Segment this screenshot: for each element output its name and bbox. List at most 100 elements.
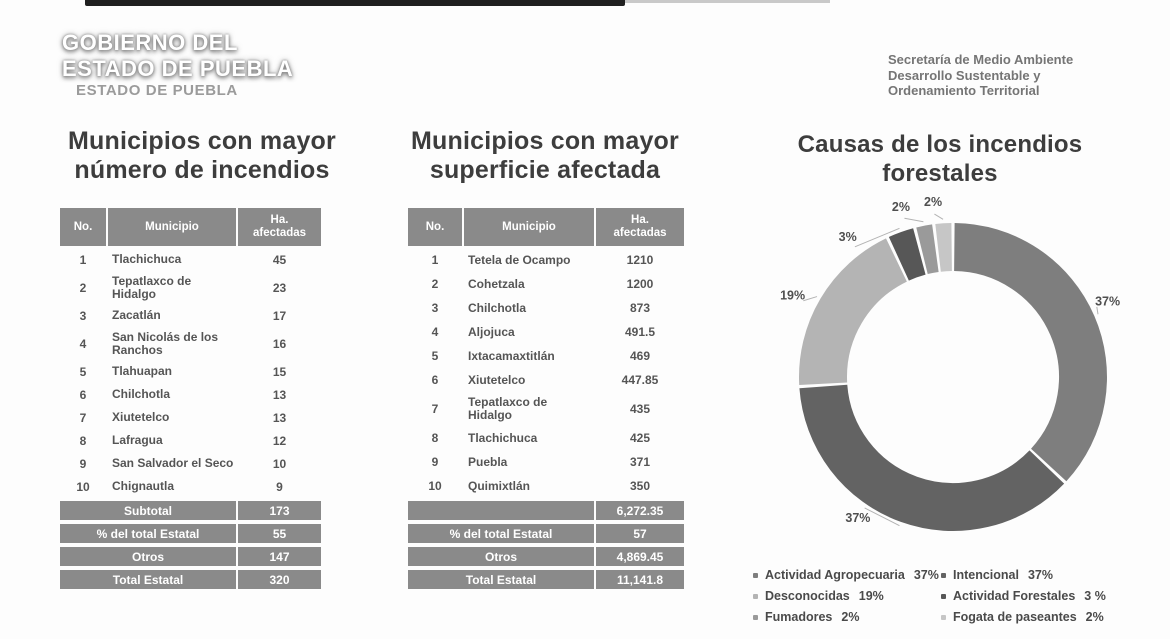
municipio-cell: Tetela de Ocampo <box>468 252 571 267</box>
municipio-cell: Tlachichuca <box>468 430 538 445</box>
municipio-cell: San Salvador el Seco <box>112 456 234 470</box>
table2-body: 1 Tetela de Ocampo 1210 2 Cohetzala 1200 3 Chil… <box>408 248 684 498</box>
table-row: 3 Zacatlán 17 <box>60 304 321 327</box>
ha-value-cell: 15 <box>272 364 287 379</box>
chart-legend: Actividad Agropecuaria 37% Desconocidas 19%… <box>753 568 1161 624</box>
secretaria-line2: Desarrollo Sustentable y <box>888 67 1041 83</box>
table2-title-line2: superficie afectada <box>429 156 661 184</box>
footer-label-cell: % del total Estatal <box>408 524 594 543</box>
legend-item: Fumadores 2% <box>753 610 941 624</box>
logo-line3: ESTADO DE PUEBLA <box>76 82 238 99</box>
municipio-cell: Chignautla <box>112 479 174 493</box>
municipio-cell: Xiutetelco <box>468 372 526 387</box>
donut-percentage-label: 2% <box>892 200 910 214</box>
row-number-cell: 4 <box>431 325 439 339</box>
donut-segment-4 <box>916 224 939 275</box>
municipio-cell: Ixtacamaxtitlán <box>468 348 555 363</box>
legend-column: Actividad Agropecuaria 37% Desconocidas 19%… <box>753 568 941 624</box>
logo-line1: GOBIERNO DEL <box>62 30 238 55</box>
footer-label-cell: Subtotal <box>60 501 236 520</box>
legend-column: Intencional 37% Actividad Forestales 3 % Fog… <box>941 568 1161 624</box>
row-number-cell: 10 <box>76 479 90 494</box>
footer-row: Total Estatal 320 <box>60 570 321 589</box>
donut-svg: 37% 37% 19% 3% 2% 2% <box>780 195 1120 531</box>
gobierno-puebla-logo: GOBIERNO DEL ESTADO DE PUEBLA ESTADO DE … <box>62 30 293 100</box>
fire-causes-donut-chart: 37% 37% 19% 3% 2% 2% <box>745 190 1165 570</box>
municipio-cell: Puebla <box>468 454 508 469</box>
municipio-cell: Zacatlán <box>112 308 161 322</box>
ha-value-cell: 491.5 <box>624 325 656 339</box>
table1-header-no: No. <box>60 208 106 246</box>
table1-title-line2: número de incendios <box>74 156 330 184</box>
donut-percentage-label: 3% <box>839 230 857 244</box>
ha-value-cell: 13 <box>272 410 287 425</box>
footer-row: % del total Estatal 57 <box>408 524 684 543</box>
table-row: 8 Tlachichuca 425 <box>408 426 684 450</box>
footer-row: Total Estatal 11,141.8 <box>408 570 684 589</box>
table-row: 9 Puebla 371 <box>408 450 684 474</box>
donut-segment-2 <box>799 238 908 386</box>
legend-percentage: 3 % <box>1084 589 1106 603</box>
footer-value-cell: 6,272.35 <box>596 501 684 520</box>
table1-title: Municipios con mayor número de incendios <box>52 127 352 185</box>
table2-header-row: No. Municipio Ha. afectadas <box>408 208 684 246</box>
legend-percentage: 37% <box>1027 568 1054 582</box>
table-row: 4 San Nicolás de los Ranchos 16 <box>60 327 321 360</box>
legend-percentage: 2% <box>1085 610 1104 624</box>
table-row: 5 Ixtacamaxtitlán 469 <box>408 344 684 368</box>
legend-percentage: 37% <box>913 568 939 582</box>
municipio-cell: Aljojuca <box>468 324 515 339</box>
secretaria-text: Secretaría de Medio Ambiente Desarrollo … <box>888 52 1073 99</box>
table-row: 2 Cohetzala 1200 <box>408 272 684 296</box>
ha-value-cell: 12 <box>272 433 287 448</box>
table1-header-municipio: Municipio <box>108 208 236 246</box>
label-leader-line <box>904 217 924 223</box>
table-row: 6 Chilchotla 13 <box>60 383 321 406</box>
row-number-cell: 3 <box>431 301 439 315</box>
table-row: 5 Tlahuapan 15 <box>60 360 321 383</box>
legend-item: Intencional 37% <box>941 568 1161 582</box>
table-row: 10 Chignautla 9 <box>60 475 321 498</box>
ha-value-cell: 17 <box>272 308 287 323</box>
donut-segment-1 <box>799 384 1065 531</box>
footer-value-cell: 147 <box>238 547 321 566</box>
table-row: 4 Aljojuca 491.5 <box>408 320 684 344</box>
row-number-cell: 9 <box>431 455 439 469</box>
table2-header-ha: Ha. afectadas <box>596 208 684 246</box>
ha-value-cell: 469 <box>629 349 651 363</box>
footer-row: % del total Estatal 55 <box>60 524 321 543</box>
legend-item: Actividad Agropecuaria 37% <box>753 568 941 582</box>
ha-value-cell: 447.85 <box>621 373 659 387</box>
table2-header-municipio: Municipio <box>464 208 594 246</box>
label-leader-line <box>864 507 900 527</box>
ha-value-cell: 371 <box>629 455 651 469</box>
table2-footer: 6,272.35% del total Estatal 57 Otros 4,869.… <box>408 501 684 589</box>
footer-label-cell <box>408 501 594 520</box>
municipio-cell: Quimixtlán <box>468 478 531 493</box>
top-window-bar-tail <box>625 0 830 3</box>
donut-percentage-label: 19% <box>780 288 805 302</box>
ha-value-cell: 1210 <box>626 253 654 267</box>
chart-title: Causas de los incendios forestales <box>770 130 1110 188</box>
table-row: 9 San Salvador el Seco 10 <box>60 452 321 475</box>
top-window-bar <box>85 0 625 6</box>
footer-label-cell: Otros <box>408 547 594 566</box>
legend-item: Desconocidas 19% <box>753 589 941 603</box>
ha-value-cell: 23 <box>272 280 287 295</box>
footer-label-cell: Total Estatal <box>60 570 236 589</box>
legend-swatch <box>753 593 758 599</box>
footer-label-cell: % del total Estatal <box>60 524 236 543</box>
fires-count-table: No. Municipio Ha. afectadas 1 Tlachichuca… <box>60 208 321 589</box>
row-number-cell: 1 <box>79 252 87 267</box>
table1-footer: Subtotal 173% del total Estatal 55 Otros 147… <box>60 501 321 589</box>
legend-swatch <box>941 614 946 620</box>
footer-value-cell: 320 <box>238 570 321 589</box>
footer-row: Otros 147 <box>60 547 321 566</box>
legend-label: Fumadores <box>765 610 833 624</box>
legend-swatch <box>941 593 946 599</box>
footer-value-cell: 11,141.8 <box>596 570 684 589</box>
municipio-cell: San Nicolás de los Ranchos <box>112 329 219 357</box>
legend-swatch <box>753 614 758 620</box>
footer-value-cell: 55 <box>238 524 321 543</box>
ha-value-cell: 13 <box>272 387 287 402</box>
